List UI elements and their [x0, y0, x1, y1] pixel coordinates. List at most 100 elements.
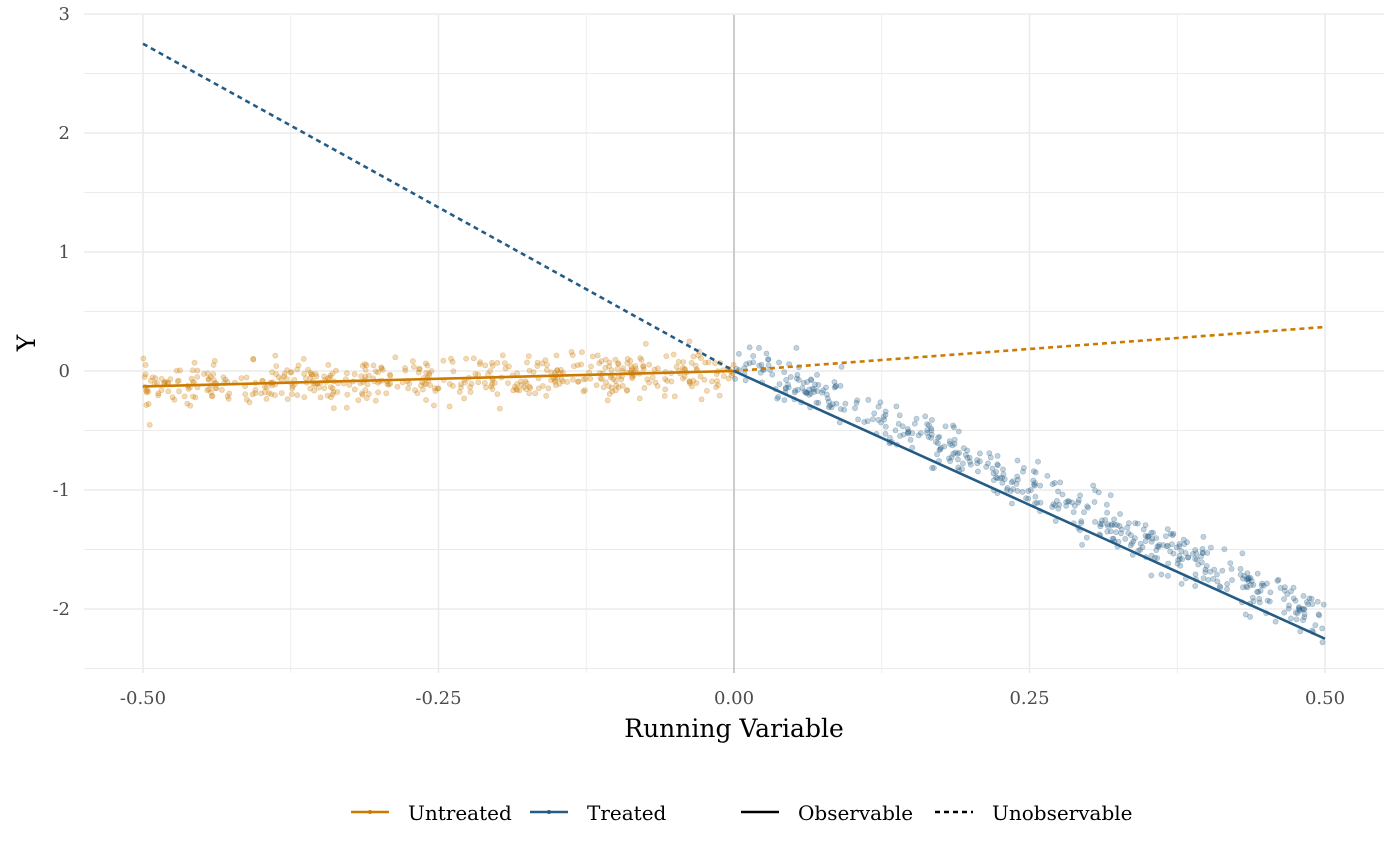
point-treated — [1224, 586, 1230, 592]
point-treated — [802, 389, 809, 396]
point-treated — [871, 410, 878, 417]
point-untreated — [307, 385, 314, 392]
point-untreated — [489, 362, 496, 369]
point-treated — [1111, 521, 1118, 528]
point-treated — [1314, 598, 1321, 605]
point-treated — [1205, 576, 1212, 583]
point-treated — [1142, 522, 1149, 528]
point-treated — [955, 456, 961, 463]
point-treated — [977, 458, 983, 465]
point-untreated — [330, 405, 337, 411]
point-untreated — [641, 384, 648, 391]
point-treated — [1097, 521, 1103, 527]
point-treated — [1069, 499, 1075, 506]
point-treated — [1193, 550, 1200, 557]
point-treated — [795, 376, 802, 383]
point-untreated — [265, 390, 272, 396]
point-untreated — [263, 384, 270, 391]
point-treated — [882, 411, 889, 418]
point-treated — [829, 401, 836, 407]
point-untreated — [370, 362, 377, 369]
point-treated — [955, 464, 962, 471]
point-treated — [1244, 584, 1251, 591]
point-treated — [1000, 471, 1007, 478]
point-treated — [1211, 566, 1218, 573]
point-untreated — [225, 395, 232, 402]
point-untreated — [606, 359, 613, 366]
point-untreated — [730, 361, 737, 368]
point-untreated — [579, 349, 585, 356]
point-untreated — [569, 352, 576, 358]
point-treated — [824, 395, 831, 402]
point-treated — [1065, 498, 1071, 504]
point-untreated — [558, 366, 564, 373]
point-treated — [1008, 479, 1015, 486]
point-treated — [1290, 584, 1297, 591]
point-untreated — [140, 355, 147, 362]
point-untreated — [423, 397, 429, 403]
point-treated — [1128, 532, 1134, 539]
point-treated — [1184, 539, 1190, 546]
point-treated — [1195, 561, 1202, 568]
point-treated — [1111, 516, 1117, 523]
point-untreated — [628, 366, 635, 372]
point-treated — [833, 382, 839, 389]
point-treated — [1107, 492, 1114, 499]
point-treated — [807, 390, 814, 397]
point-treated — [1032, 480, 1038, 486]
point-treated — [1281, 587, 1288, 594]
point-untreated — [614, 365, 621, 372]
point-untreated — [218, 386, 225, 393]
y-tick-label: 3 — [59, 4, 70, 25]
point-untreated — [394, 383, 401, 390]
point-untreated — [664, 377, 670, 384]
point-treated — [1031, 481, 1037, 488]
point-untreated — [333, 367, 339, 374]
point-untreated — [523, 386, 529, 392]
point-treated — [854, 397, 861, 404]
point-treated — [1049, 481, 1056, 488]
point-untreated — [190, 393, 196, 400]
point-treated — [955, 428, 962, 435]
point-untreated — [698, 396, 705, 403]
point-treated — [1034, 499, 1040, 506]
y-tick-label: 1 — [59, 242, 70, 263]
point-treated — [799, 385, 806, 391]
point-untreated — [655, 365, 661, 372]
point-untreated — [518, 382, 524, 388]
point-untreated — [143, 387, 150, 394]
point-untreated — [624, 387, 630, 394]
point-treated — [991, 477, 997, 484]
point-treated — [1031, 482, 1038, 489]
point-untreated — [324, 392, 331, 399]
point-untreated — [472, 371, 479, 377]
point-untreated — [578, 361, 584, 368]
point-treated — [1301, 606, 1308, 613]
point-untreated — [612, 377, 619, 384]
point-treated — [792, 387, 799, 394]
point-treated — [947, 458, 953, 465]
point-untreated — [187, 402, 194, 409]
point-untreated — [378, 364, 385, 371]
point-treated — [956, 449, 962, 456]
point-untreated — [476, 361, 483, 367]
point-treated — [1308, 595, 1315, 602]
point-treated — [1299, 606, 1306, 612]
point-untreated — [143, 389, 150, 396]
point-untreated — [272, 392, 278, 399]
point-treated — [793, 344, 800, 351]
point-untreated — [363, 395, 370, 401]
point-treated — [1125, 530, 1132, 536]
point-treated — [1009, 500, 1015, 507]
point-untreated — [208, 393, 215, 399]
point-treated — [1092, 487, 1098, 494]
point-treated — [878, 419, 884, 426]
point-untreated — [633, 365, 639, 372]
point-untreated — [141, 374, 148, 380]
point-untreated — [673, 363, 680, 370]
point-treated — [811, 389, 817, 395]
point-untreated — [458, 384, 464, 391]
point-untreated — [165, 379, 171, 386]
point-untreated — [189, 367, 196, 374]
point-treated — [1242, 611, 1249, 618]
